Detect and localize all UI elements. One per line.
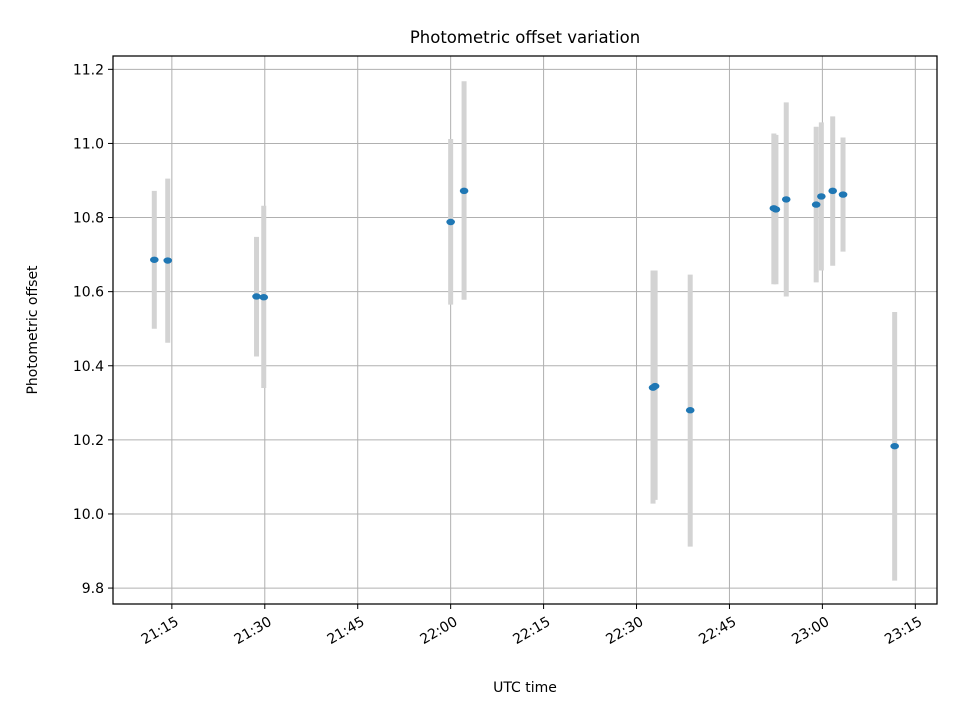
data-point (259, 294, 269, 301)
y-tick-label: 10.4 (73, 359, 104, 375)
y-tick-label: 10.2 (73, 433, 104, 449)
data-point (252, 293, 261, 300)
y-tick-label: 11.2 (73, 62, 104, 78)
y-tick-label: 10.6 (73, 285, 104, 301)
data-point (650, 382, 660, 390)
data-point (817, 193, 826, 200)
data-point (811, 201, 821, 208)
y-tick-label: 10.8 (73, 211, 104, 227)
data-point (838, 191, 848, 198)
data-point (163, 257, 173, 264)
data-point (150, 256, 159, 263)
y-tick-label: 9.8 (82, 581, 104, 597)
plot-frame (112, 55, 938, 605)
y-tick-label: 10.0 (73, 507, 104, 523)
chart-title: Photometric offset variation (410, 28, 640, 47)
data-point (771, 206, 781, 213)
y-axis-label: Photometric offset (25, 265, 41, 395)
data-point (685, 407, 695, 414)
data-point (781, 196, 791, 203)
y-tick-label: 11.0 (73, 136, 104, 152)
plot-area (113, 56, 937, 604)
data-point (890, 442, 899, 450)
data-point (459, 187, 469, 195)
x-axis-label: UTC time (493, 680, 557, 696)
data-points (150, 187, 899, 450)
data-point (446, 218, 455, 226)
data-point (828, 187, 838, 195)
